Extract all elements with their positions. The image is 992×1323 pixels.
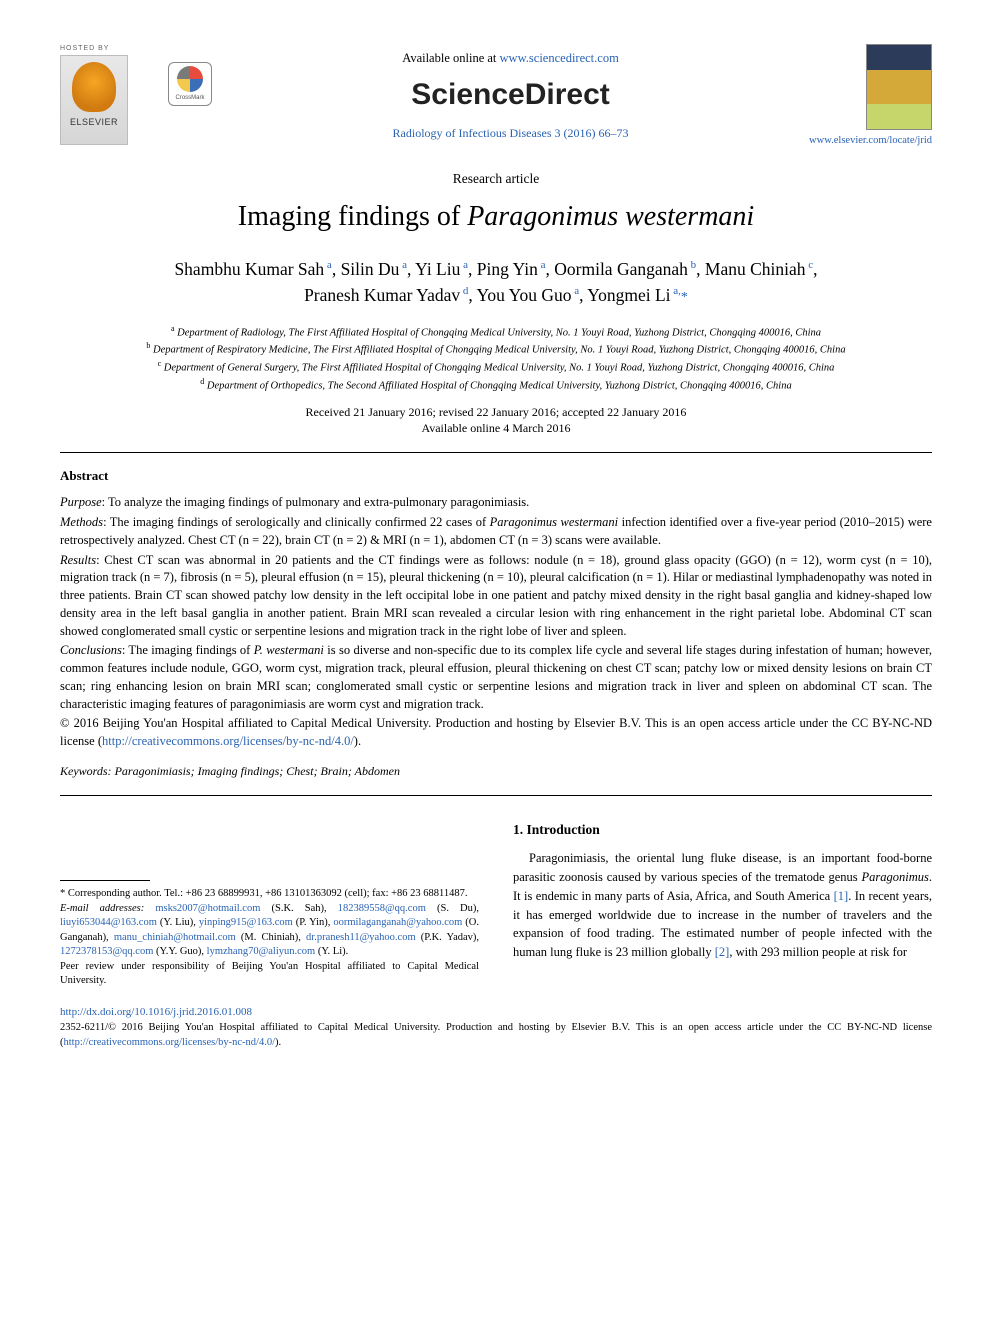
- abstract-heading: Abstract: [60, 467, 932, 485]
- journal-cover-thumbnail: [866, 44, 932, 130]
- footnote-separator: [60, 880, 150, 881]
- left-column: * Corresponding author. Tel.: +86 23 688…: [60, 820, 479, 988]
- elsevier-label: ELSEVIER: [70, 116, 118, 128]
- footnotes: * Corresponding author. Tel.: +86 23 688…: [60, 887, 479, 988]
- header-row: HOSTED BY ELSEVIER CrossMark Available o…: [60, 44, 932, 148]
- doi-link[interactable]: http://dx.doi.org/10.1016/j.jrid.2016.01…: [60, 1005, 932, 1020]
- keywords-label: Keywords:: [60, 764, 112, 778]
- corresponding-author: * Corresponding author. Tel.: +86 23 688…: [60, 887, 479, 901]
- affiliation-b: b Department of Respiratory Medicine, Th…: [60, 340, 932, 358]
- page: HOSTED BY ELSEVIER CrossMark Available o…: [0, 0, 992, 1080]
- copyright-block: 2352-6211/© 2016 Beijing You'an Hospital…: [60, 1021, 932, 1049]
- article-type: Research article: [60, 170, 932, 188]
- crossmark-label: CrossMark: [175, 94, 204, 102]
- elsevier-badge: HOSTED BY ELSEVIER: [60, 44, 128, 145]
- sciencedirect-logo: ScienceDirect: [220, 75, 801, 116]
- abstract-body: Purpose: To analyze the imaging findings…: [60, 494, 932, 751]
- dates-received: Received 21 January 2016; revised 22 Jan…: [60, 404, 932, 420]
- dates-online: Available online 4 March 2016: [60, 420, 932, 436]
- two-column-body: * Corresponding author. Tel.: +86 23 688…: [60, 820, 932, 988]
- license-text: © 2016 Beijing You'an Hospital affiliate…: [60, 715, 932, 751]
- header-center: Available online at www.sciencedirect.co…: [212, 44, 809, 142]
- crossmark-badge[interactable]: CrossMark: [168, 62, 212, 106]
- authors-line-1: Shambhu Kumar Sah a, Silin Du a, Yi Liu …: [60, 256, 932, 282]
- abstract-results: Results: Chest CT scan was abnormal in 2…: [60, 552, 932, 641]
- email-addresses: E-mail addresses: msks2007@hotmail.com (…: [60, 902, 479, 960]
- affiliations: a Department of Radiology, The First Aff…: [60, 323, 932, 394]
- abstract-methods: Methods: The imaging findings of serolog…: [60, 514, 932, 550]
- introduction-heading: 1. Introduction: [513, 820, 932, 839]
- abstract-conclusions: Conclusions: The imaging findings of P. …: [60, 642, 932, 713]
- affiliation-a: a Department of Radiology, The First Aff…: [60, 323, 932, 341]
- article-title: Imaging findings of Paragonimus westerma…: [60, 198, 932, 236]
- crossmark-icon: [177, 66, 203, 92]
- hosted-by-label: HOSTED BY: [60, 44, 128, 53]
- elsevier-tree-icon: [72, 62, 116, 112]
- ref-2[interactable]: [2]: [715, 945, 730, 959]
- license-url[interactable]: http://creativecommons.org/licenses/by-n…: [102, 734, 354, 748]
- abstract-purpose: Purpose: To analyze the imaging findings…: [60, 494, 932, 512]
- available-line: Available online at www.sciencedirect.co…: [220, 50, 801, 67]
- authors-block: Shambhu Kumar Sah a, Silin Du a, Yi Liu …: [60, 256, 932, 309]
- affiliation-c: c Department of General Surgery, The Fir…: [60, 358, 932, 376]
- available-prefix: Available online at: [402, 51, 499, 65]
- cover-column: www.elsevier.com/locate/jrid: [809, 44, 932, 148]
- copyright-license-url[interactable]: http://creativecommons.org/licenses/by-n…: [64, 1037, 276, 1048]
- rule-top: [60, 452, 932, 453]
- rule-bottom: [60, 795, 932, 796]
- title-plain: Imaging findings of: [238, 201, 467, 232]
- introduction-body: Paragonimiasis, the oriental lung fluke …: [513, 849, 932, 962]
- article-dates: Received 21 January 2016; revised 22 Jan…: [60, 404, 932, 436]
- right-column: 1. Introduction Paragonimiasis, the orie…: [513, 820, 932, 988]
- journal-locate-url[interactable]: www.elsevier.com/locate/jrid: [809, 134, 932, 148]
- keywords-list: Paragonimiasis; Imaging findings; Chest;…: [112, 764, 400, 778]
- peer-review-note: Peer review under responsibility of Beij…: [60, 960, 479, 989]
- sciencedirect-url[interactable]: www.sciencedirect.com: [500, 51, 619, 65]
- authors-line-2: Pranesh Kumar Yadav d, You You Guo a, Yo…: [60, 282, 932, 308]
- affiliation-d: d Department of Orthopedics, The Second …: [60, 376, 932, 394]
- journal-reference: Radiology of Infectious Diseases 3 (2016…: [220, 125, 801, 141]
- title-italic: Paragonimus westermani: [467, 201, 754, 232]
- ref-1[interactable]: [1]: [834, 889, 849, 903]
- keywords: Keywords: Paragonimiasis; Imaging findin…: [60, 763, 932, 779]
